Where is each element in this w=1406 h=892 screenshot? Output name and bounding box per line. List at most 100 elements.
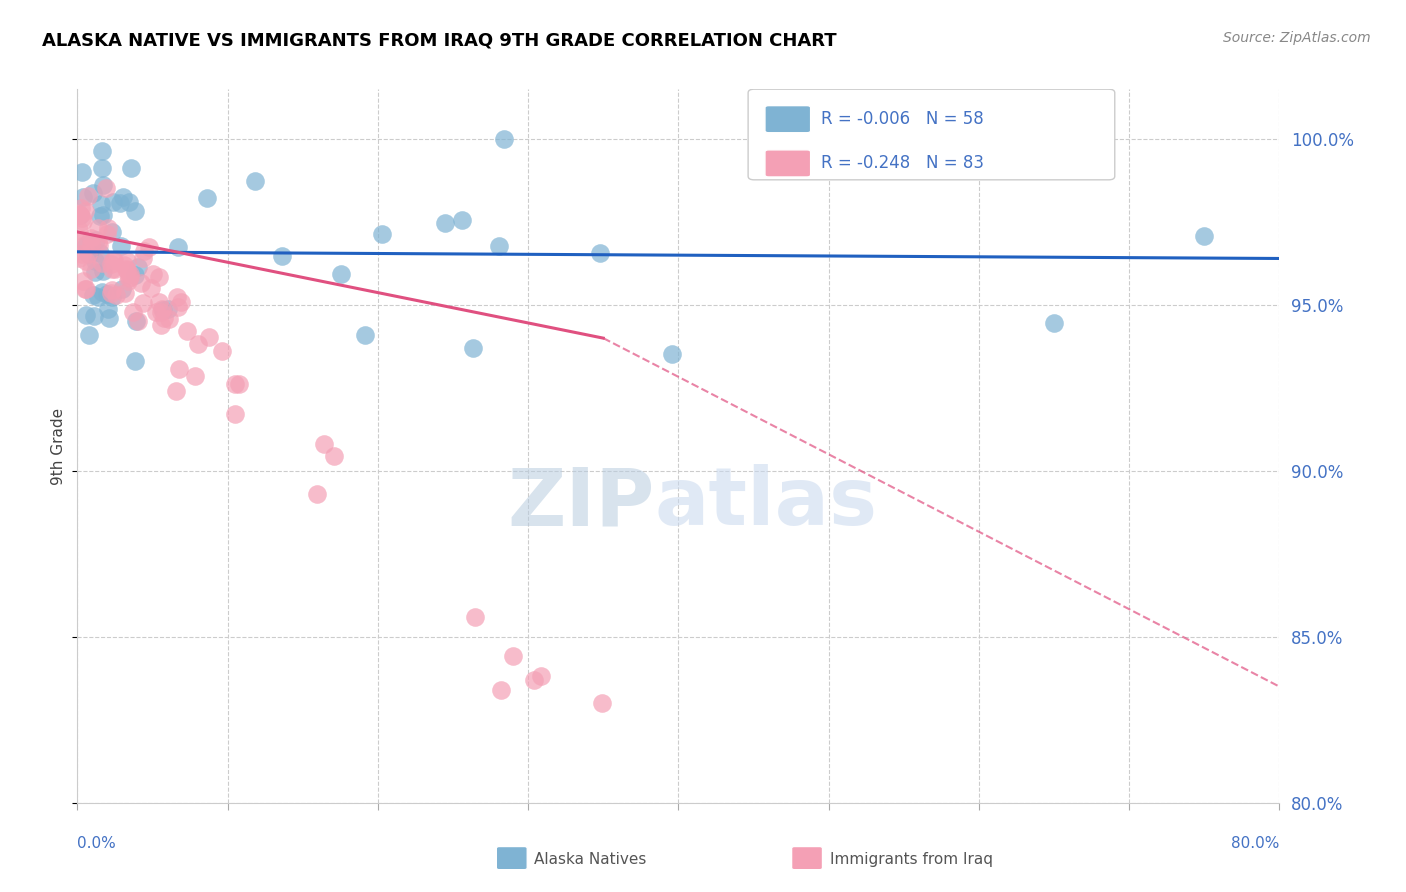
Point: [224, 407, 246, 421]
Point: [329, 267, 352, 281]
Point: [307, 487, 329, 501]
Point: [197, 191, 219, 205]
Point: [322, 449, 344, 463]
Point: [97, 311, 120, 326]
Point: [69, 208, 91, 222]
Point: [142, 267, 165, 281]
Point: [434, 216, 457, 230]
Point: [167, 240, 190, 254]
Point: [96, 227, 118, 241]
Point: [271, 249, 294, 263]
Point: [150, 318, 173, 333]
Point: [72, 211, 94, 226]
Point: [157, 312, 180, 326]
Point: [157, 302, 180, 317]
Point: [141, 280, 163, 294]
Point: [120, 161, 142, 176]
Point: [1043, 316, 1066, 330]
Point: [96, 286, 118, 301]
Point: [165, 384, 187, 398]
Point: [530, 669, 553, 683]
Point: [1194, 229, 1216, 244]
Point: [87, 235, 110, 250]
Point: [589, 246, 612, 260]
Point: [138, 240, 160, 254]
Text: 0.0%: 0.0%: [77, 836, 117, 851]
Point: [82, 186, 104, 200]
Text: atlas: atlas: [654, 464, 877, 542]
Point: [124, 268, 146, 283]
Point: [166, 290, 188, 304]
Point: [145, 304, 167, 318]
Point: [224, 377, 246, 392]
Point: [77, 328, 100, 343]
Point: [100, 257, 122, 271]
Point: [184, 369, 207, 384]
Point: [72, 247, 94, 261]
Point: [90, 196, 112, 211]
Text: Alaska Natives: Alaska Natives: [534, 852, 647, 867]
Point: [101, 261, 124, 276]
Point: [75, 281, 97, 295]
Point: [89, 246, 111, 260]
Point: [103, 194, 125, 209]
Point: [75, 204, 97, 219]
Point: [121, 305, 143, 319]
Point: [129, 276, 152, 290]
FancyBboxPatch shape: [765, 105, 811, 133]
Point: [72, 189, 94, 203]
Point: [108, 196, 131, 211]
Point: [176, 325, 198, 339]
Point: [67, 222, 90, 236]
Point: [132, 251, 155, 265]
Point: [114, 261, 136, 276]
Point: [152, 302, 174, 317]
Point: [464, 610, 486, 624]
Point: [124, 354, 146, 368]
Point: [111, 282, 134, 296]
Point: [523, 673, 546, 688]
Point: [110, 239, 132, 253]
Text: ZIP: ZIP: [508, 464, 654, 542]
Point: [80, 262, 103, 277]
Point: [75, 282, 97, 296]
Text: 80.0%: 80.0%: [1232, 836, 1279, 851]
Point: [166, 301, 188, 315]
Point: [80, 237, 103, 252]
Point: [104, 287, 127, 301]
Point: [245, 174, 267, 188]
Point: [591, 696, 613, 710]
Point: [91, 145, 114, 159]
Point: [91, 208, 114, 222]
Point: [450, 212, 472, 227]
Point: [72, 274, 94, 288]
Point: [198, 329, 221, 343]
Point: [89, 209, 111, 223]
Point: [97, 302, 120, 317]
FancyBboxPatch shape: [765, 150, 811, 177]
Point: [69, 208, 91, 222]
Point: [72, 232, 94, 246]
Point: [170, 295, 193, 310]
Point: [167, 362, 190, 376]
Text: Source: ZipAtlas.com: Source: ZipAtlas.com: [1223, 31, 1371, 45]
Point: [125, 314, 148, 328]
Point: [117, 271, 139, 285]
Point: [91, 161, 114, 175]
Point: [70, 201, 93, 215]
Y-axis label: 9th Grade: 9th Grade: [51, 408, 66, 484]
Point: [101, 283, 124, 297]
Point: [117, 262, 139, 277]
Point: [83, 265, 105, 279]
Point: [100, 289, 122, 303]
Text: Immigrants from Iraq: Immigrants from Iraq: [830, 852, 993, 867]
Point: [118, 270, 141, 285]
Point: [124, 203, 146, 218]
Point: [100, 225, 122, 239]
Point: [77, 246, 100, 260]
Point: [91, 285, 114, 299]
Point: [77, 189, 100, 203]
Point: [86, 220, 108, 235]
Point: [80, 230, 103, 244]
Point: [127, 260, 149, 274]
